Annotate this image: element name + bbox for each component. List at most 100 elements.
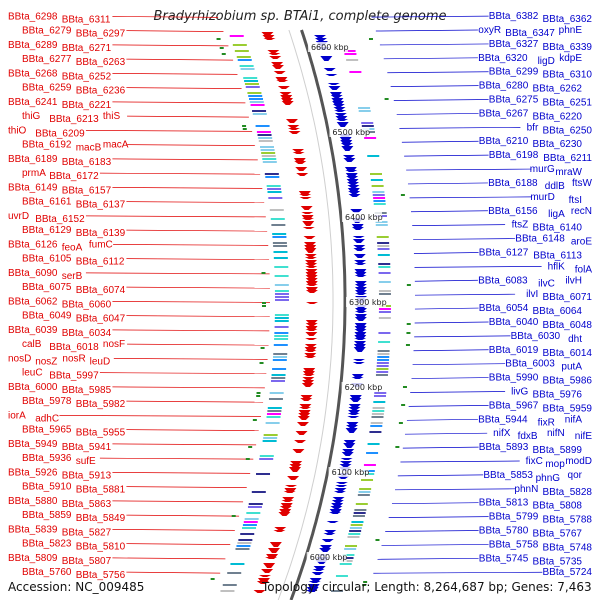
cog-bar [271, 377, 286, 379]
gene-label: BBta_6280 [479, 81, 529, 92]
cog-bar [373, 197, 386, 199]
label-leader [414, 279, 478, 282]
gene-label: BBta_6230 [533, 139, 583, 150]
forward-gene-mark [263, 38, 276, 40]
feature-dot [242, 128, 247, 130]
gene-label: BBta_6297 [76, 29, 126, 40]
gene-label: BBta_6362 [543, 14, 593, 25]
reverse-gene-mark [321, 539, 334, 542]
gene-label: BBta_5944 [478, 414, 528, 425]
gene-label: BBta_5949 [8, 439, 58, 450]
gene-label: BBta_5985 [62, 385, 112, 396]
gene-label: leuC [22, 368, 43, 379]
label-leader [126, 486, 247, 488]
kbp-tick-label: 6000 kbp [310, 553, 348, 562]
label-leader [413, 252, 479, 254]
gene-label: BBta_6183 [62, 157, 112, 168]
forward-gene-mark [295, 431, 308, 435]
cog-bar [256, 473, 271, 475]
reverse-gene-mark [343, 443, 356, 448]
forward-gene-mark [295, 167, 308, 171]
label-leader [126, 286, 270, 289]
cog-bar [262, 158, 277, 160]
cog-bar [349, 530, 362, 532]
gene-label: BBta_5893 [479, 442, 529, 453]
feature-dot [221, 53, 226, 55]
cog-bar [252, 110, 267, 112]
cog-bar [354, 509, 367, 511]
gene-label: kdpE [559, 53, 582, 64]
forward-gene-mark [269, 542, 282, 547]
gene-label: BBta_6074 [76, 285, 126, 296]
reverse-gene-mark [331, 500, 344, 503]
cog-bar [272, 236, 287, 238]
gene-label: fumC [89, 239, 113, 250]
label-leader [408, 405, 489, 407]
forward-gene-mark [256, 581, 269, 584]
cog-bar [374, 392, 387, 394]
cog-bar [274, 266, 289, 268]
cog-bar [371, 416, 384, 418]
gene-label: sufE [76, 456, 96, 467]
gene-label: ilvC [538, 278, 555, 289]
cog-bar [273, 344, 288, 346]
label-leader [112, 44, 229, 47]
cog-bar [255, 125, 270, 127]
gene-label: BBta_6275 [489, 95, 539, 106]
forward-gene-mark [305, 338, 318, 340]
gene-label: ftsI [569, 195, 582, 206]
gene-label: BBta_6156 [488, 206, 538, 217]
cog-bar [268, 197, 283, 199]
label-leader [126, 429, 259, 431]
feature-dot [368, 38, 373, 40]
gene-label: BBta_5853 [483, 470, 533, 481]
feature-dot [395, 446, 400, 448]
reverse-gene-mark [341, 452, 354, 456]
label-leader [406, 418, 478, 421]
gene-label: BBta_6279 [22, 26, 72, 37]
forward-gene-mark [301, 218, 314, 220]
cog-bar [348, 533, 361, 535]
cog-bar [242, 524, 257, 526]
gene-label: BBta_6250 [543, 125, 593, 136]
gene-label: BBta_6152 [35, 214, 85, 225]
cog-bar [274, 290, 289, 292]
cog-bar [349, 527, 362, 529]
gene-label: aroE [571, 237, 592, 248]
cog-bar [259, 458, 274, 460]
forward-gene-mark [288, 467, 301, 472]
gene-label: nifA [565, 414, 583, 425]
feature-dot [259, 362, 264, 364]
cog-bar [238, 539, 253, 541]
cog-bar [240, 533, 255, 535]
gene-label: BBta_6126 [8, 239, 58, 250]
cog-bar [230, 563, 245, 565]
gene-label: qor [568, 470, 583, 481]
forward-gene-mark [304, 356, 317, 358]
gene-label: BBta_5724 [543, 567, 593, 578]
feature-dot [260, 347, 265, 349]
kbp-tick-label: 6500 kbp [332, 128, 370, 137]
gene-label: BBta_6251 [543, 98, 593, 109]
gene-label: BBta_5978 [22, 396, 72, 407]
label-leader [379, 43, 489, 46]
gene-label: BBta_5910 [22, 482, 72, 493]
cog-bar [248, 95, 263, 97]
label-leader [126, 571, 221, 574]
forward-gene-mark [285, 119, 298, 123]
cog-bar [258, 137, 273, 139]
forward-gene-mark [258, 575, 271, 577]
forward-gene-mark [288, 131, 301, 134]
cog-bar [366, 452, 379, 454]
label-leader [112, 557, 226, 560]
label-leader [112, 472, 251, 474]
cog-bar [376, 362, 389, 364]
gene-label: BBta_6030 [511, 331, 561, 342]
reverse-gene-mark [330, 95, 343, 98]
label-leader [127, 115, 249, 118]
cog-bar [263, 437, 278, 439]
forward-gene-mark [279, 92, 292, 95]
forward-gene-mark [261, 569, 274, 573]
label-leader [85, 272, 270, 275]
cog-bar [260, 149, 275, 151]
